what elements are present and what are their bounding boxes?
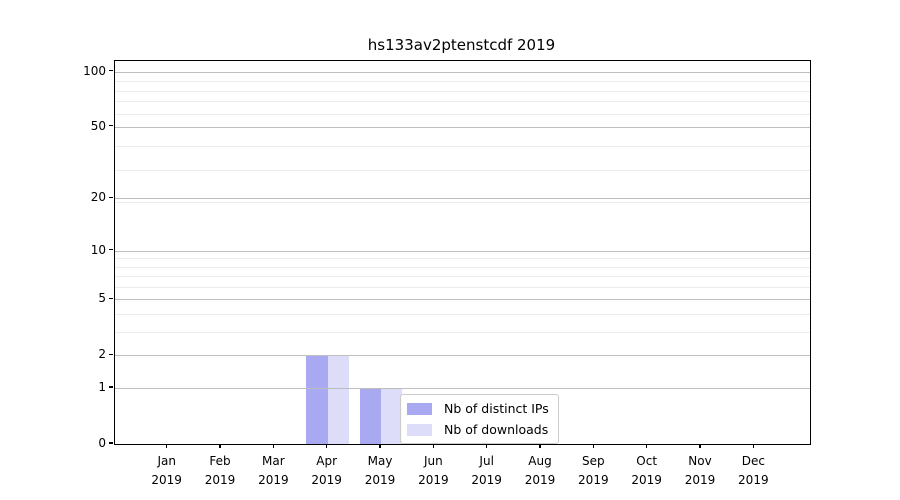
bar-distinct-ips-may — [359, 388, 382, 444]
y-tick-mark-2 — [109, 353, 113, 355]
x-tick-label-oct: Oct 2019 — [631, 454, 662, 487]
x-tick-label-jul: Jul 2019 — [471, 454, 502, 487]
x-tick-label-sep: Sep 2019 — [578, 454, 609, 487]
gridline-minor-39 — [115, 146, 810, 148]
gridline-minor-4 — [115, 314, 810, 316]
gridline-minor-7 — [115, 276, 810, 278]
y-tick-mark-20 — [109, 196, 113, 198]
x-tick-label-nov: Nov 2019 — [684, 454, 716, 487]
y-tick-label-10: 10 — [90, 242, 106, 257]
x-tick-mark-dec — [752, 444, 754, 449]
x-tick-label-jun: Jun 2019 — [418, 454, 449, 487]
y-tick-label-100: 100 — [83, 63, 106, 78]
y-tick-mark-0 — [109, 442, 113, 444]
gridline-minor-19 — [115, 202, 810, 204]
gridline-major-20 — [115, 198, 810, 200]
x-tick-mark-jun — [432, 444, 434, 449]
x-tick-label-jan: Jan 2019 — [151, 454, 182, 487]
x-tick-mark-feb — [219, 444, 221, 449]
legend-label-downloads: Nb of downloads — [444, 422, 549, 437]
bar-downloads-may — [381, 388, 403, 444]
y-tick-label-50: 50 — [90, 118, 106, 133]
x-tick-label-dec: Dec 2019 — [738, 454, 769, 487]
legend-label-distinct-ips: Nb of distinct IPs — [444, 401, 549, 416]
y-tick-mark-100 — [109, 70, 113, 72]
x-tick-mark-jul — [486, 444, 488, 449]
y-tick-label-2: 2 — [98, 347, 106, 362]
gridline-minor-29 — [115, 169, 810, 171]
gridline-minor-9 — [115, 258, 810, 260]
x-tick-mark-aug — [539, 444, 541, 449]
x-tick-label-feb: Feb 2019 — [204, 454, 236, 487]
legend-entry-downloads: Nb of downloads — [407, 422, 549, 437]
y-tick-label-0: 0 — [98, 436, 106, 450]
chart-title: hs133av2ptenstcdf 2019 — [367, 36, 556, 54]
y-tick-mark-10 — [109, 248, 113, 251]
x-tick-mark-may — [379, 444, 381, 449]
bar-downloads-apr — [327, 355, 349, 444]
gridline-minor-59 — [115, 113, 810, 115]
bar-distinct-ips-apr — [306, 355, 328, 444]
x-tick-mark-nov — [699, 444, 701, 449]
gridline-minor-79 — [115, 90, 810, 92]
gridline-minor-89 — [115, 80, 810, 82]
y-tick-label-20: 20 — [90, 190, 106, 205]
x-tick-mark-oct — [646, 444, 648, 449]
legend: Nb of distinct IPs Nb of downloads — [400, 394, 559, 444]
legend-swatch-distinct-ips — [407, 402, 432, 415]
x-tick-mark-mar — [272, 444, 274, 449]
x-tick-label-aug: Aug 2019 — [524, 454, 556, 487]
gridline-minor-3 — [115, 332, 810, 334]
gridline-major-2 — [115, 355, 810, 357]
x-tick-mark-apr — [326, 444, 328, 449]
x-tick-label-apr: Apr 2019 — [311, 454, 342, 487]
gridline-major-50 — [115, 126, 810, 128]
x-tick-mark-jan — [166, 444, 168, 449]
y-tick-mark-5 — [109, 297, 113, 300]
gridline-major-100 — [115, 71, 810, 73]
legend-entry-distinct-ips: Nb of distinct IPs — [407, 401, 549, 416]
gridline-minor-6 — [115, 287, 810, 289]
x-tick-label-may: May 2019 — [364, 454, 396, 487]
gridline-minor-69 — [115, 101, 810, 103]
x-tick-label-mar: Mar 2019 — [258, 454, 289, 487]
gridline-major-1 — [115, 388, 810, 390]
y-tick-label-5: 5 — [98, 291, 106, 306]
x-tick-mark-sep — [592, 444, 594, 449]
gridline-minor-8 — [115, 266, 810, 268]
plot-area: Nb of distinct IPs Nb of downloads — [114, 60, 811, 445]
gridline-major-5 — [115, 299, 810, 301]
legend-swatch-downloads — [407, 423, 432, 436]
gridline-major-10 — [115, 250, 810, 252]
y-tick-mark-1 — [109, 386, 113, 388]
y-tick-label-1: 1 — [98, 380, 106, 395]
y-tick-mark-50 — [109, 125, 113, 127]
